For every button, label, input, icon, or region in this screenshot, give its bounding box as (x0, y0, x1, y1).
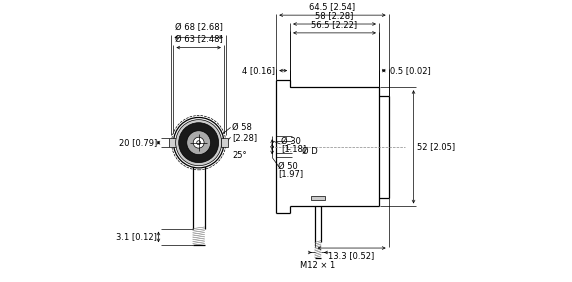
Text: [1.97]: [1.97] (278, 169, 303, 178)
Circle shape (193, 137, 204, 148)
Text: 3.1 [0.12]: 3.1 [0.12] (117, 232, 157, 241)
Bar (169, 138, 176, 147)
Text: [2.28]: [2.28] (232, 133, 257, 142)
Text: 20 [0.79]: 20 [0.79] (119, 138, 157, 147)
Text: Ø 68 [2.68]: Ø 68 [2.68] (174, 23, 223, 32)
Text: Ø 50: Ø 50 (278, 161, 298, 170)
Text: 58 [2.28]: 58 [2.28] (315, 11, 353, 20)
Text: 13.3 [0.52]: 13.3 [0.52] (328, 251, 375, 260)
Circle shape (176, 120, 222, 166)
Bar (311, 196, 324, 199)
Bar (221, 138, 228, 147)
Circle shape (173, 117, 224, 168)
Text: M12 × 1: M12 × 1 (300, 261, 336, 270)
Text: 4 [0.16]: 4 [0.16] (242, 66, 275, 75)
Text: 52 [2.05]: 52 [2.05] (417, 142, 455, 151)
Circle shape (186, 131, 210, 155)
Circle shape (178, 123, 219, 163)
Text: 0.5 [0.02]: 0.5 [0.02] (390, 66, 431, 75)
Text: Ø 58: Ø 58 (232, 123, 252, 132)
Text: Ø 30: Ø 30 (281, 136, 301, 146)
Text: 64.5 [2.54]: 64.5 [2.54] (309, 2, 356, 11)
Text: 25°: 25° (233, 151, 248, 160)
Text: [1.18]: [1.18] (281, 144, 306, 153)
Text: Ø D: Ø D (302, 146, 317, 155)
Text: 56.5 [2.22]: 56.5 [2.22] (312, 20, 358, 29)
Text: Ø 63 [2.48]: Ø 63 [2.48] (175, 35, 223, 44)
